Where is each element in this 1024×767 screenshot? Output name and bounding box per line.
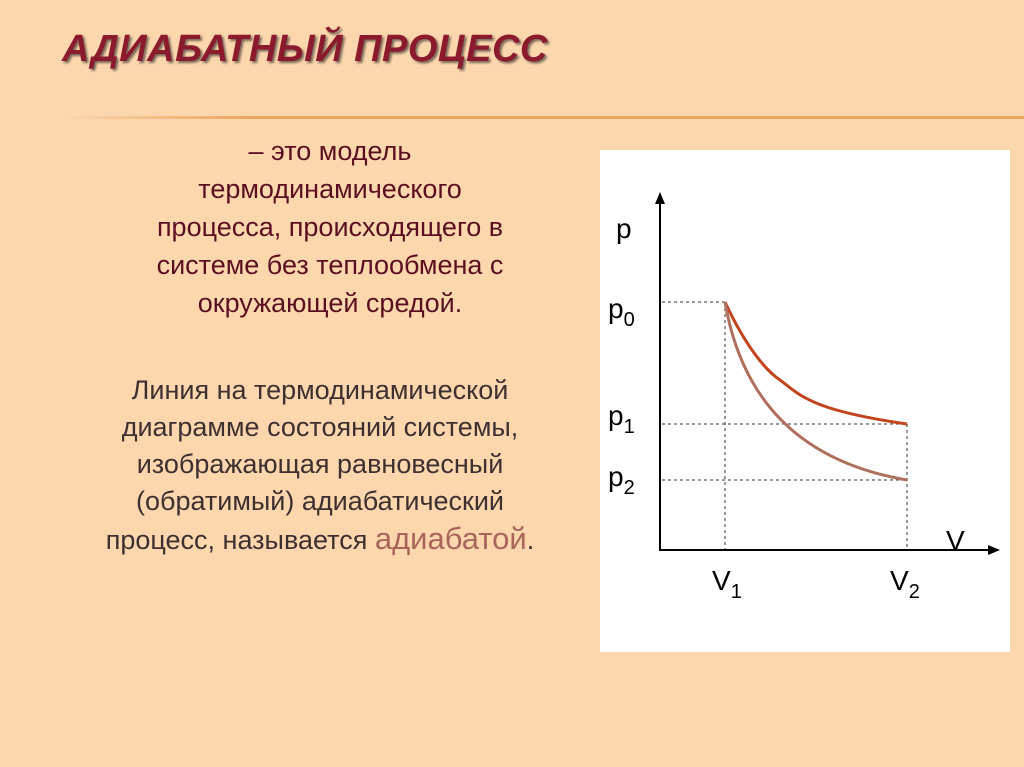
slide-title: АДИАБАТНЫЙ ПРОЦЕСС (62, 28, 548, 70)
text-line: процесса, происходящего в (156, 212, 504, 242)
diagram-panel (600, 150, 1010, 652)
p-label: p2 (608, 461, 635, 499)
text-line: (обратимый) адиабатический (135, 486, 505, 516)
subscript: 1 (624, 416, 635, 438)
subscript: 0 (624, 309, 635, 331)
subscript: 2 (909, 581, 920, 603)
text-line: изображающая равновесный (136, 449, 504, 479)
text-line: системе без теплообмена с (156, 250, 504, 280)
text-line: процесс, называется адиабатой. (60, 520, 580, 559)
axis-arrow (655, 192, 665, 204)
symbol: p (608, 400, 624, 431)
curve-adiabat (723, 301, 908, 482)
definition: – это модель термодинамического процесса… (80, 132, 580, 322)
text: процесс, называется (105, 525, 368, 555)
text: . (526, 525, 535, 555)
text-line: окружающей средой. (197, 288, 463, 318)
text-line: Линия на термодинамической (131, 375, 509, 405)
p-label: p1 (608, 400, 635, 438)
y-axis-label: p (616, 213, 632, 244)
subscript: 2 (624, 477, 635, 499)
term: адиабатой (374, 521, 527, 556)
v-label: V1 (712, 565, 742, 603)
axis-arrow (988, 545, 1000, 555)
paragraph: Линия на термодинамической диаграмме сос… (60, 372, 580, 559)
text-line: – это модель (248, 136, 412, 166)
p-label: p0 (608, 293, 635, 331)
curve-isotherm (723, 301, 908, 426)
text-line: диаграмме состояний системы, (121, 412, 519, 442)
symbol: p (608, 293, 624, 324)
symbol: V (890, 565, 909, 596)
text-line: термодинамического (198, 174, 462, 204)
title-rule (62, 116, 1024, 119)
x-axis-label: V (946, 525, 965, 556)
symbol: V (712, 565, 731, 596)
v-label: V2 (890, 565, 920, 603)
subscript: 1 (731, 581, 742, 603)
symbol: p (608, 461, 624, 492)
